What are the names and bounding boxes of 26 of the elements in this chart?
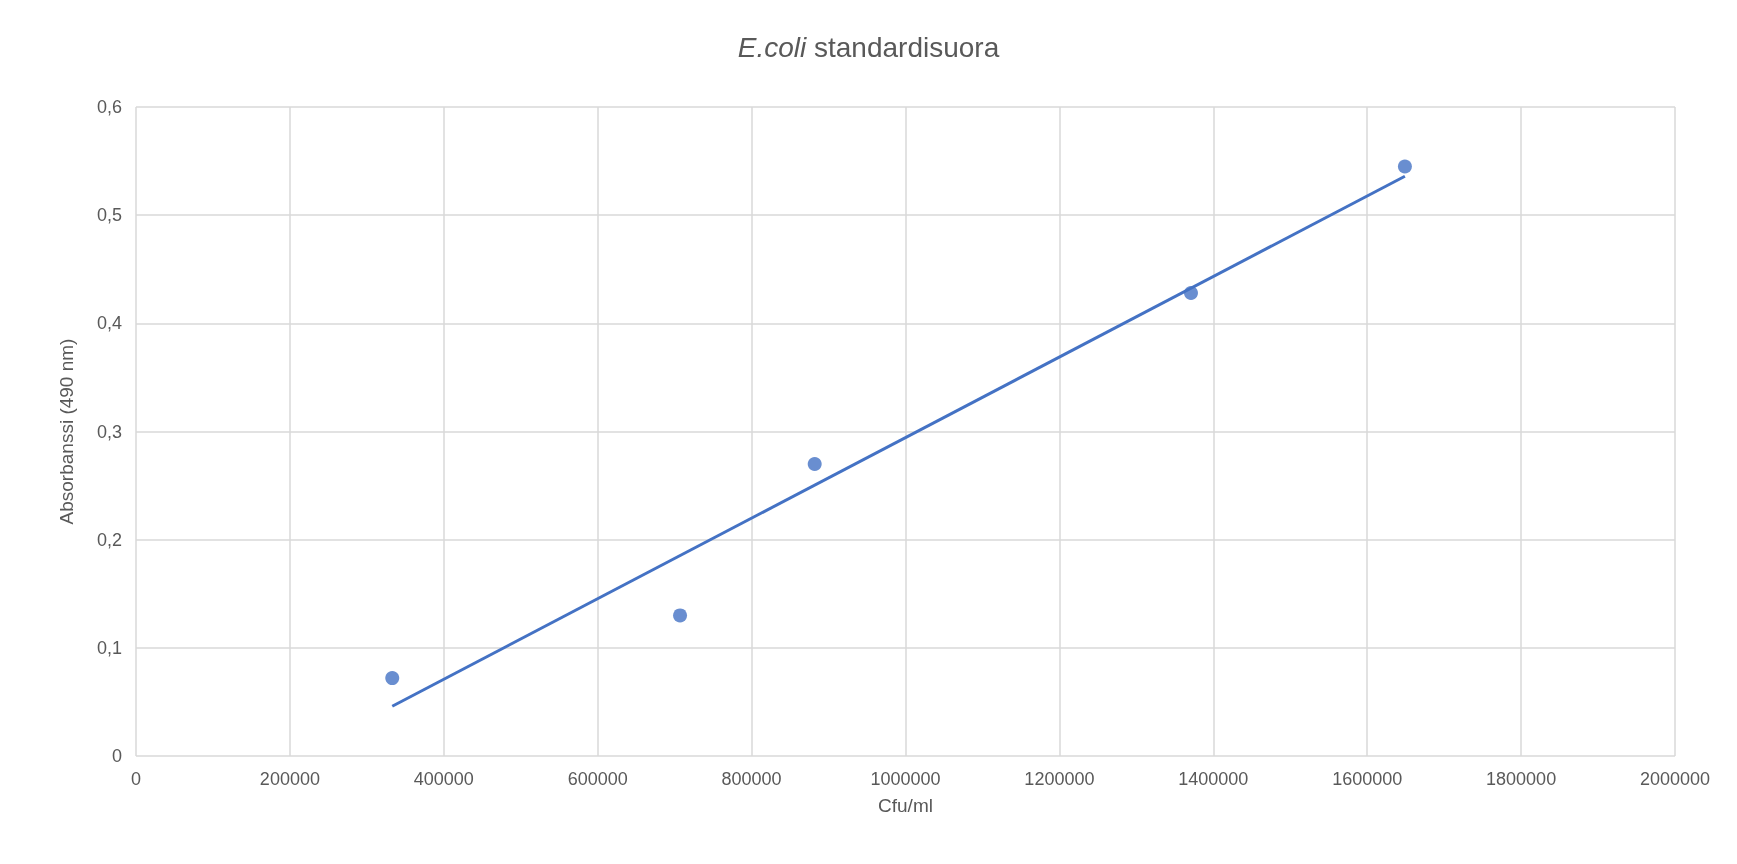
point: [1397, 159, 1412, 174]
y-tick-label: 0,4: [96, 313, 122, 334]
y-tick-label: 0,5: [96, 205, 122, 226]
x-tick-label: 400000: [413, 769, 474, 789]
y-tick-label: 0,6: [96, 97, 122, 117]
point: [385, 671, 400, 686]
x-tick-label: 0: [130, 769, 142, 789]
x-tick-label: 1200000: [1024, 769, 1095, 789]
y-axis-title: Absorbanssi (490 nm): [56, 338, 77, 525]
y-tick-label: 0: [111, 746, 122, 766]
x-tick-label: 200000: [259, 769, 320, 789]
x-tick-label: 800000: [721, 769, 782, 789]
point: [807, 456, 822, 471]
x-tick-label: 1400000: [1178, 769, 1249, 789]
y-tick-label: 0,1: [96, 637, 122, 658]
x-tick-label: 1800000: [1486, 769, 1557, 789]
x-axis-title: Cfu/ml: [878, 795, 933, 816]
y-tick-label: 0,2: [96, 529, 122, 550]
y-tick-label: 0,3: [96, 421, 122, 442]
point: [673, 608, 688, 623]
x-tick-label: 2000000: [1639, 769, 1711, 789]
chart-title: E.coli standardisuora: [737, 31, 1000, 63]
x-tick-label: 600000: [567, 769, 628, 789]
x-tick-label: 1000000: [870, 769, 941, 789]
point: [1184, 286, 1198, 301]
x-tick-label: 1600000: [1332, 769, 1403, 789]
